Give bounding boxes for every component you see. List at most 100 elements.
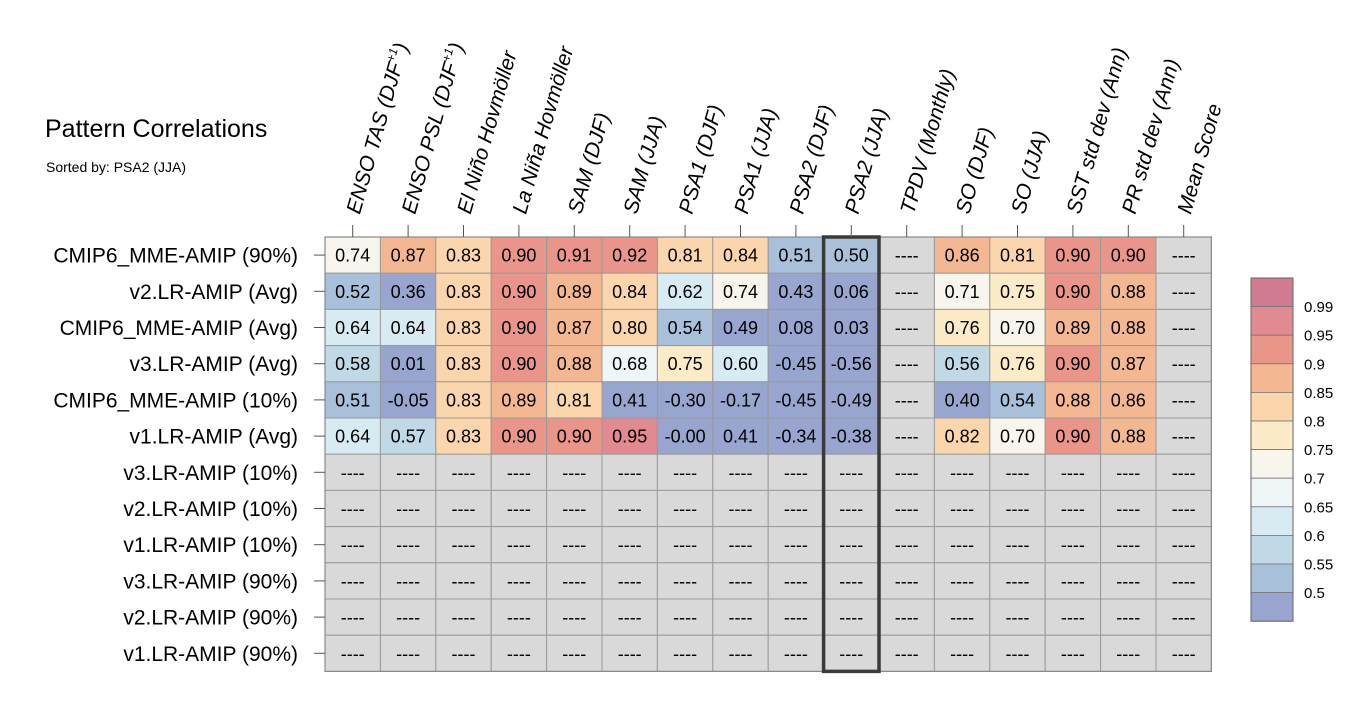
cell-missing: ----: [1172, 463, 1196, 483]
cell-missing: ----: [950, 463, 974, 483]
heatmap-cell: 0.83: [435, 308, 492, 347]
cell-value: 0.86: [1111, 390, 1146, 410]
heatmap-cell: 0.51: [767, 236, 825, 274]
cell-fill: [435, 345, 492, 383]
cell-value: 0.60: [723, 354, 758, 374]
heatmap-cell: ----: [490, 634, 548, 672]
cell-fill: [1044, 308, 1102, 347]
cell-fill: [989, 598, 1046, 636]
heatmap-cell: 0.87: [546, 308, 603, 347]
heatmap-cell: 0.50: [823, 236, 880, 274]
heatmap-cell: 0.83: [435, 417, 492, 455]
heatmap-cell: 0.03: [823, 308, 880, 347]
column-label-text: SAM (JJA): [619, 114, 669, 217]
heatmap-cell: 0.90: [1044, 417, 1102, 455]
cell-missing: ----: [950, 535, 974, 555]
heatmap-cell: ----: [324, 634, 381, 672]
cell-fill: [379, 598, 437, 636]
cell-missing: ----: [507, 644, 531, 664]
cell-fill: [989, 562, 1046, 600]
heatmap-cell: ----: [601, 489, 658, 528]
cell-value: 0.68: [612, 354, 647, 374]
cell-fill: [933, 236, 991, 274]
cell-missing: ----: [729, 644, 753, 664]
cell-fill: [933, 634, 991, 672]
heatmap-cell: ----: [767, 526, 825, 564]
column-labels: ENSO TAS (DJF+1)ENSO PSL (DJF+1)El Niño …: [342, 40, 1227, 237]
cell-missing: ----: [1061, 608, 1085, 628]
cell-fill: [324, 526, 381, 564]
heatmap-cell: ----: [1155, 634, 1212, 672]
heatmap-cell: 0.64: [324, 308, 381, 347]
cell-missing: ----: [839, 499, 863, 519]
heatmap-cell: 0.88: [1100, 272, 1157, 310]
cell-fill: [601, 634, 658, 672]
cell-missing: ----: [562, 535, 586, 555]
heatmap-cell: ----: [878, 526, 935, 564]
cell-missing: ----: [618, 499, 642, 519]
heatmap-cell: 0.83: [435, 345, 492, 383]
cell-value: 0.41: [723, 427, 758, 447]
cell-fill: [878, 562, 935, 600]
heatmap-cell: 0.90: [490, 345, 548, 383]
cell-fill: [767, 453, 825, 491]
cell-missing: ----: [1061, 644, 1085, 664]
heatmap-cell: ----: [823, 562, 880, 600]
cell-value: -0.49: [831, 390, 872, 410]
cell-missing: ----: [396, 571, 420, 591]
cell-missing: ----: [507, 608, 531, 628]
cell-value: 0.75: [1000, 282, 1035, 302]
heatmap-cell: 0.70: [989, 417, 1046, 455]
cell-missing: ----: [1061, 499, 1085, 519]
cell-fill: [1155, 453, 1212, 491]
heatmap-cell: ----: [324, 453, 381, 491]
cell-value: 0.90: [501, 282, 536, 302]
cell-missing: ----: [1116, 571, 1140, 591]
cell-fill: [435, 417, 492, 455]
heatmap-cell: ----: [490, 526, 548, 564]
cell-value: 0.36: [391, 282, 426, 302]
cell-value: -0.30: [665, 390, 706, 410]
row-label: v3.LR-AMIP (90%): [123, 570, 298, 593]
heatmap-cell: ----: [1155, 345, 1212, 383]
cell-missing: ----: [341, 571, 365, 591]
heatmap-cell: ----: [546, 634, 603, 672]
cell-fill: [324, 598, 381, 636]
cell-fill: [546, 634, 603, 672]
heatmap-cell: 0.75: [656, 345, 714, 383]
cell-value: 0.54: [1000, 390, 1035, 410]
cell-value: -0.38: [831, 427, 872, 447]
cell-value: -0.45: [775, 390, 816, 410]
cell-fill: [379, 236, 437, 274]
heatmap-cell: -0.38: [823, 417, 880, 455]
cell-missing: ----: [1172, 390, 1196, 410]
heatmap-cell: 0.64: [379, 308, 437, 347]
heatmap-cell: 0.95: [601, 417, 658, 455]
cell-fill: [712, 308, 769, 347]
heatmap-cell: 0.80: [601, 308, 658, 347]
cell-value: 0.84: [612, 282, 647, 302]
heatmap-cell: ----: [601, 598, 658, 636]
cell-missing: ----: [895, 427, 919, 447]
cell-value: 0.83: [446, 390, 481, 410]
cell-fill: [1155, 417, 1212, 455]
cell-missing: ----: [562, 499, 586, 519]
heatmap-cell: ----: [878, 272, 935, 310]
column-label-superscript: +1: [439, 46, 456, 63]
cell-missing: ----: [341, 535, 365, 555]
cell-value: 0.90: [1111, 246, 1146, 266]
cell-value: 0.50: [834, 246, 869, 266]
heatmap-cell: ----: [712, 598, 769, 636]
cell-fill: [1155, 345, 1212, 383]
cell-missing: ----: [1006, 535, 1030, 555]
heatmap-cell: ----: [989, 526, 1046, 564]
cell-fill: [435, 562, 492, 600]
colorbar-tick-label: 0.6: [1304, 528, 1325, 545]
cell-missing: ----: [895, 463, 919, 483]
cell-missing: ----: [673, 608, 697, 628]
heatmap-cell: ----: [878, 345, 935, 383]
heatmap-cell: ----: [490, 562, 548, 600]
cell-missing: ----: [729, 499, 753, 519]
column-label: SST std dev (Ann): [1063, 45, 1132, 216]
cell-missing: ----: [784, 535, 808, 555]
